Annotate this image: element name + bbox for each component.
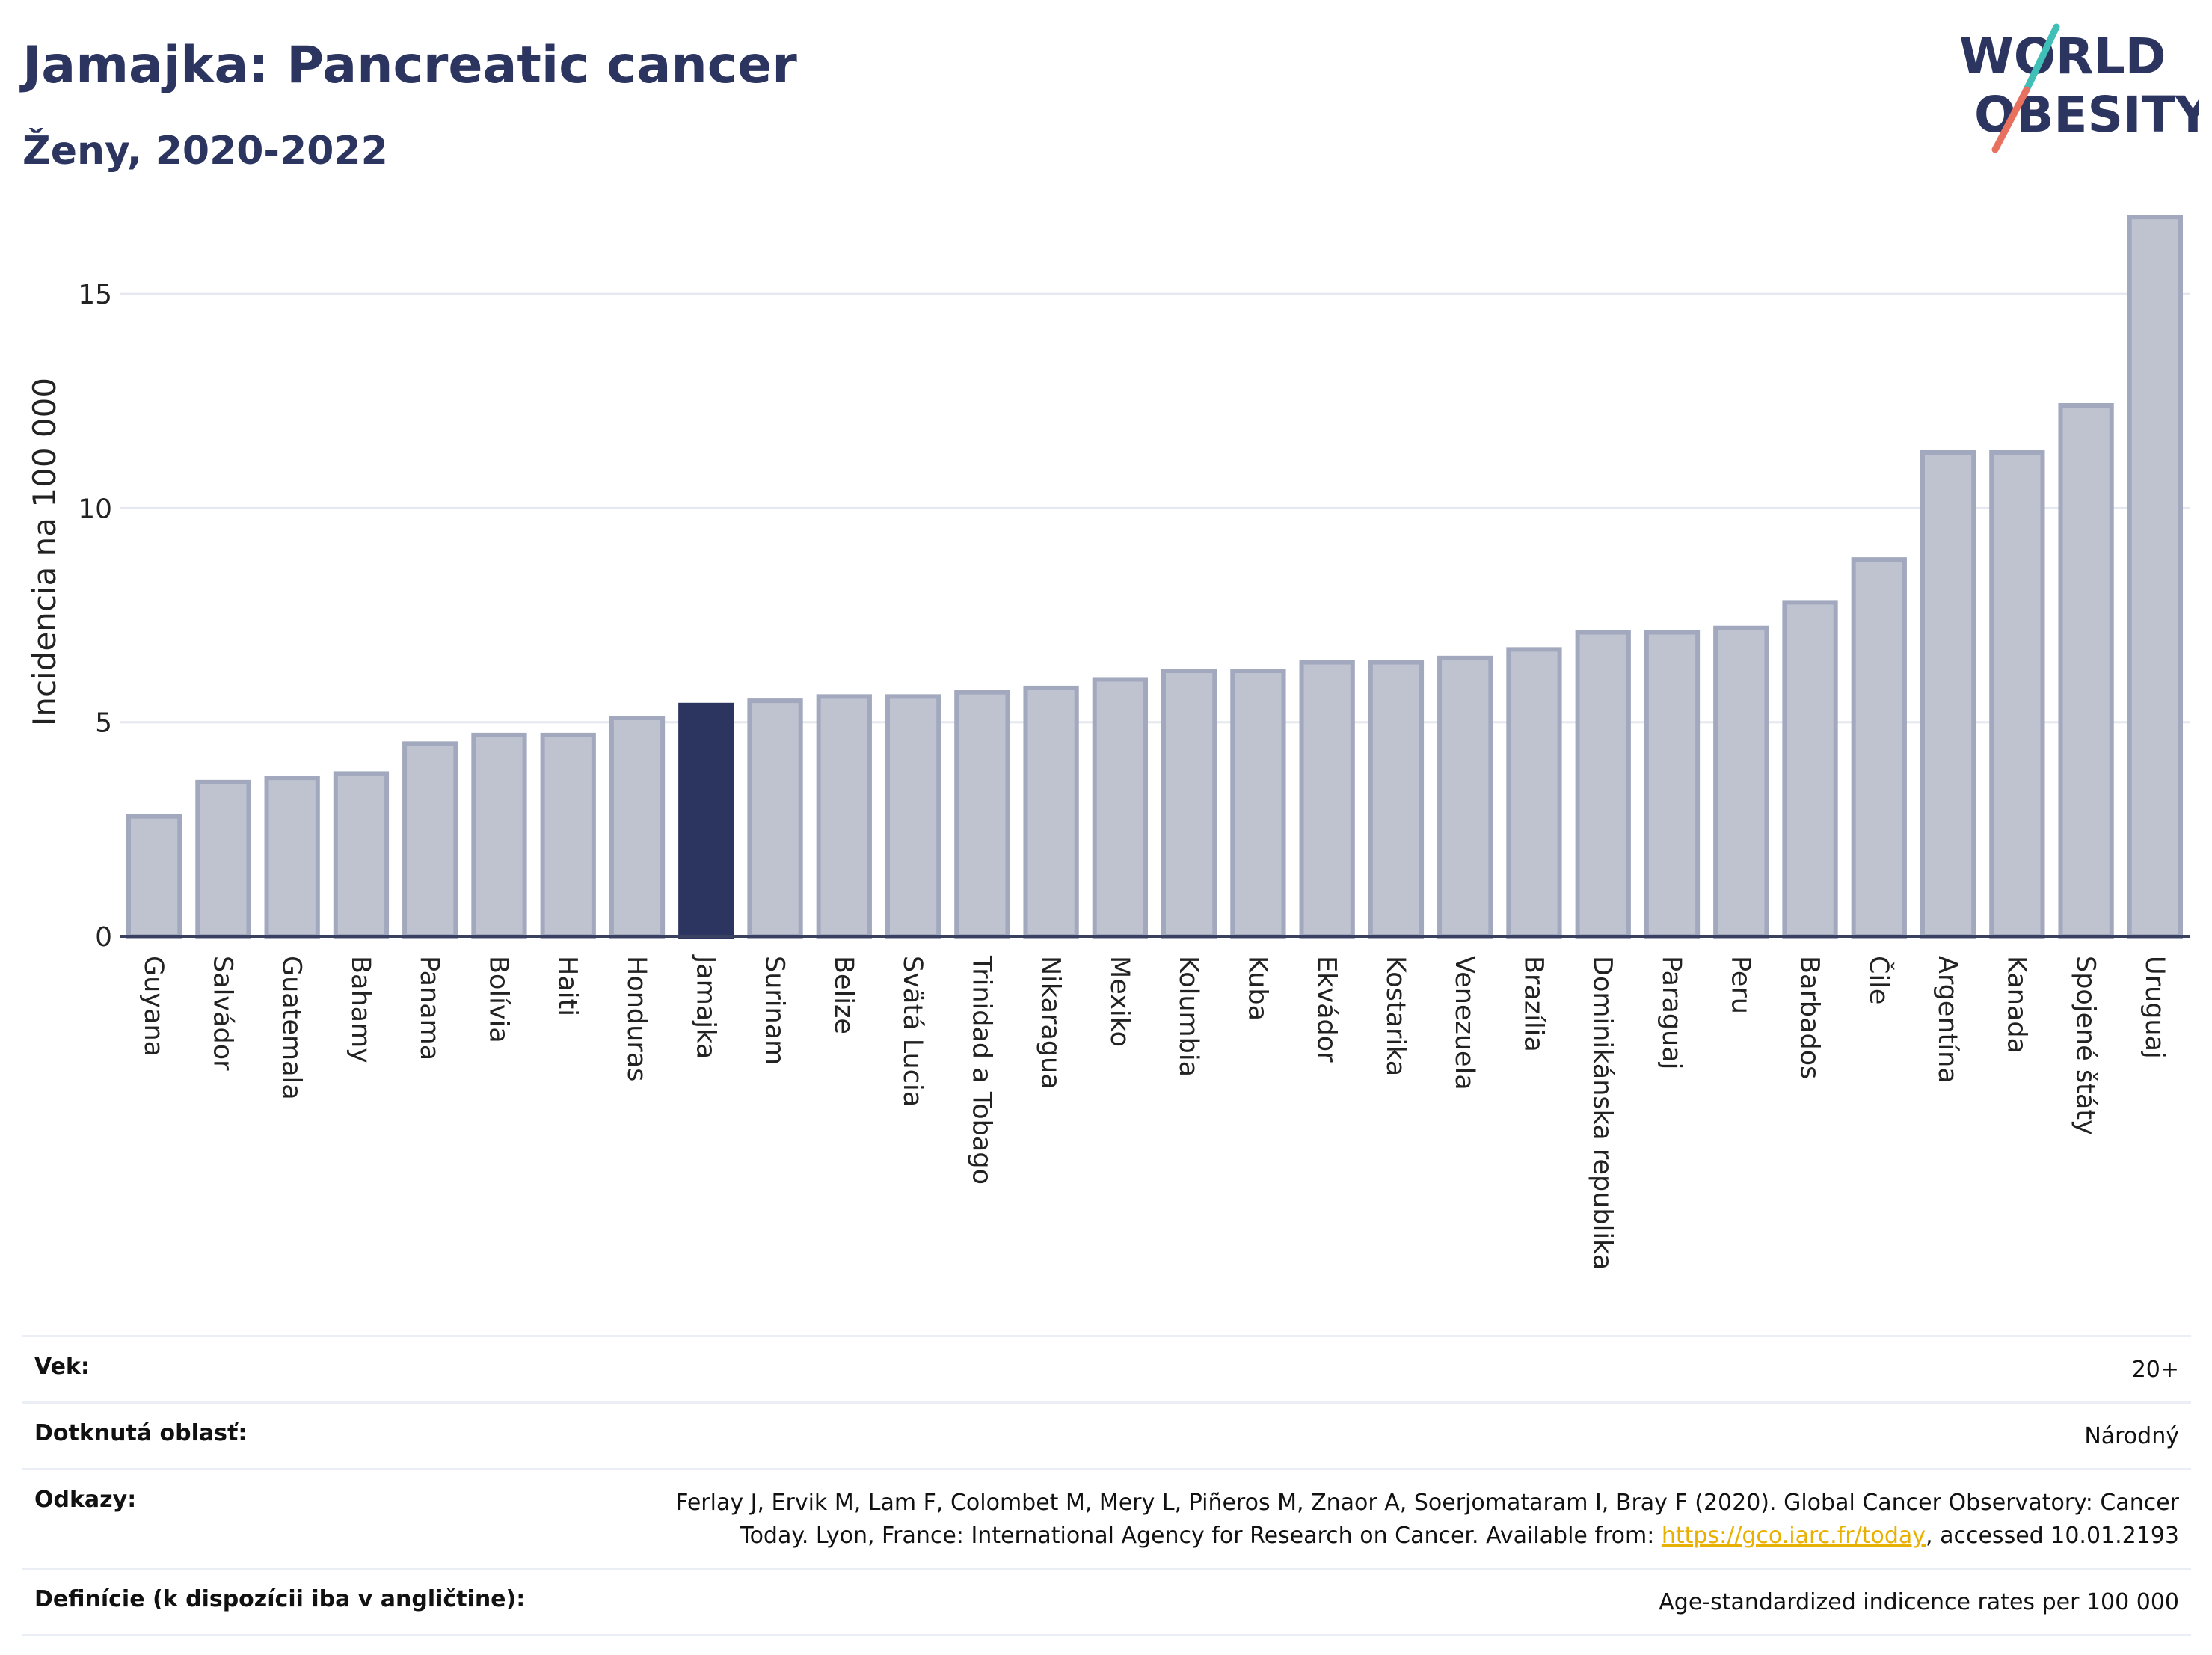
- x-tick-label: Honduras: [621, 956, 651, 1081]
- x-tick-label: Jamajka: [690, 954, 720, 1059]
- logo-slash-coral: [1991, 86, 2030, 153]
- bar-guyana: [126, 814, 182, 939]
- references-value: Ferlay J, Ervik M, Lam F, Colombet M, Me…: [609, 1487, 2179, 1553]
- x-tick-label: Dominikánska republika: [1588, 956, 1617, 1270]
- x-tick-label: Guyana: [138, 956, 168, 1057]
- y-tick-label: 5: [95, 708, 112, 739]
- x-tick-label: Haiti: [553, 956, 583, 1016]
- x-tick-label: Brazília: [1518, 956, 1548, 1052]
- x-tick-label: Kolumbia: [1173, 956, 1203, 1077]
- x-tick-label: Peru: [1725, 956, 1755, 1014]
- bar-haiti: [540, 732, 596, 939]
- bar-sv-t-lucia: [885, 694, 941, 939]
- bar-peru: [1713, 625, 1769, 939]
- info-row-definitions: Definície (k dispozícii iba v angličtine…: [22, 1568, 2191, 1636]
- x-tick-label: Paraguaj: [1656, 956, 1686, 1069]
- bar--ile: [1851, 557, 1907, 939]
- age-label: Vek:: [34, 1354, 90, 1380]
- x-tick-label: Svätá Lucia: [897, 956, 927, 1107]
- x-tick-label: Nikaragua: [1036, 956, 1066, 1090]
- x-tick-label: Salvádor: [207, 956, 237, 1071]
- grid-lines: [120, 292, 2190, 724]
- chart-title: Jamajka: Pancreatic cancer: [22, 36, 797, 95]
- x-tick-label: Barbados: [1795, 956, 1825, 1079]
- y-tick-label: 10: [78, 494, 112, 524]
- bar-argent-na: [1920, 449, 1976, 939]
- references-label: Odkazy:: [34, 1487, 137, 1513]
- x-tick-label: Guatemala: [277, 956, 307, 1100]
- bar-kanada: [1989, 449, 2045, 939]
- bar-venezuela: [1437, 655, 1493, 939]
- axes: 0 5 10 15: [78, 280, 2190, 953]
- x-tick-label: Čile: [1864, 956, 1895, 1004]
- x-tick-label: Mexiko: [1105, 956, 1134, 1047]
- bar-jamajka: [678, 702, 734, 939]
- references-text: Ferlay J, Ervik M, Lam F, Colombet M, Me…: [675, 1490, 2179, 1549]
- bar-nikaragua: [1023, 685, 1079, 939]
- x-tick-label: Bahamy: [345, 956, 375, 1063]
- bar-surinam: [747, 698, 803, 939]
- bar-dominik-nska-republika: [1575, 630, 1631, 939]
- category-labels: Guyana Salvádor Guatemala Bahamy Panama Bolív…: [138, 954, 2169, 1270]
- references-link[interactable]: https://gco.iarc.fr/today: [1661, 1523, 1926, 1549]
- bar-salv-dor: [195, 779, 251, 939]
- y-tick-label: 0: [95, 922, 112, 953]
- x-tick-label: Kostarika: [1380, 956, 1410, 1076]
- bar-chart: 0 5 10 15 Guyana Salvádor Guatemala Bahamy Pana…: [26, 215, 2190, 1270]
- bar-kolumbia: [1161, 669, 1217, 939]
- logo-slash-teal: [2021, 23, 2060, 96]
- x-tick-label: Surinam: [760, 956, 790, 1065]
- x-tick-label: Belize: [829, 956, 858, 1034]
- bar-kostarika: [1368, 660, 1425, 939]
- y-tick-label: 15: [78, 280, 112, 310]
- bar-braz-lia: [1506, 647, 1562, 939]
- x-tick-label: Panama: [414, 956, 444, 1060]
- area-label: Dotknutá oblasť:: [34, 1420, 248, 1446]
- x-tick-label: Uruguaj: [2139, 956, 2169, 1059]
- bar-bol-via: [471, 732, 527, 939]
- definitions-label: Definície (k dispozícii iba v angličtine…: [34, 1586, 526, 1612]
- x-tick-label: Bolívia: [483, 956, 513, 1043]
- bar-honduras: [609, 715, 666, 939]
- bar-paraguaj: [1644, 630, 1701, 939]
- world-obesity-logo: WORLD OBESITY: [1959, 23, 2199, 153]
- x-tick-label: Kanada: [2001, 956, 2031, 1054]
- x-tick-label: Spojené štáty: [2071, 956, 2101, 1135]
- info-row-age: Vek: 20+: [22, 1335, 2191, 1401]
- bar-uruguaj: [2127, 215, 2184, 939]
- info-row-references: Odkazy: Ferlay J, Ervik M, Lam F, Colomb…: [22, 1468, 2191, 1568]
- x-tick-label: Argentína: [1932, 956, 1962, 1084]
- bar-ekv-dor: [1299, 660, 1355, 939]
- age-value: 20+: [2131, 1357, 2179, 1383]
- info-row-area: Dotknutá oblasť: Národný: [22, 1401, 2191, 1468]
- chart-subtitle: Ženy, 2020-2022: [22, 129, 388, 174]
- x-tick-label: Trinidad a Tobago: [966, 955, 996, 1185]
- area-value: Národný: [2084, 1423, 2179, 1449]
- bar-kuba: [1230, 669, 1286, 939]
- x-tick-label: Kuba: [1242, 956, 1272, 1021]
- x-tick-label: Ekvádor: [1312, 956, 1342, 1063]
- y-axis-label: Incidencia na 100 000: [26, 378, 63, 726]
- bar-panama: [402, 741, 458, 939]
- bar-trinidad-a-tobago: [954, 690, 1010, 939]
- definitions-value: Age-standardized indicence rates per 100…: [1659, 1589, 2179, 1615]
- bar-mexiko: [1092, 677, 1149, 939]
- bar-bahamy: [333, 771, 390, 939]
- info-table: Vek: 20+ Dotknutá oblasť: Národný Odkazy…: [22, 1335, 2191, 1636]
- bar-belize: [816, 694, 872, 939]
- bar-spojen-t-ty: [2058, 403, 2114, 939]
- x-tick-label: Venezuela: [1449, 956, 1479, 1090]
- references-accessed: , accessed 10.01.2193: [1926, 1523, 2179, 1549]
- logo-word-world: WORLD: [1959, 28, 2166, 85]
- bar-guatemala: [264, 776, 320, 939]
- bar-barbados: [1782, 600, 1838, 939]
- bars: [126, 215, 2184, 939]
